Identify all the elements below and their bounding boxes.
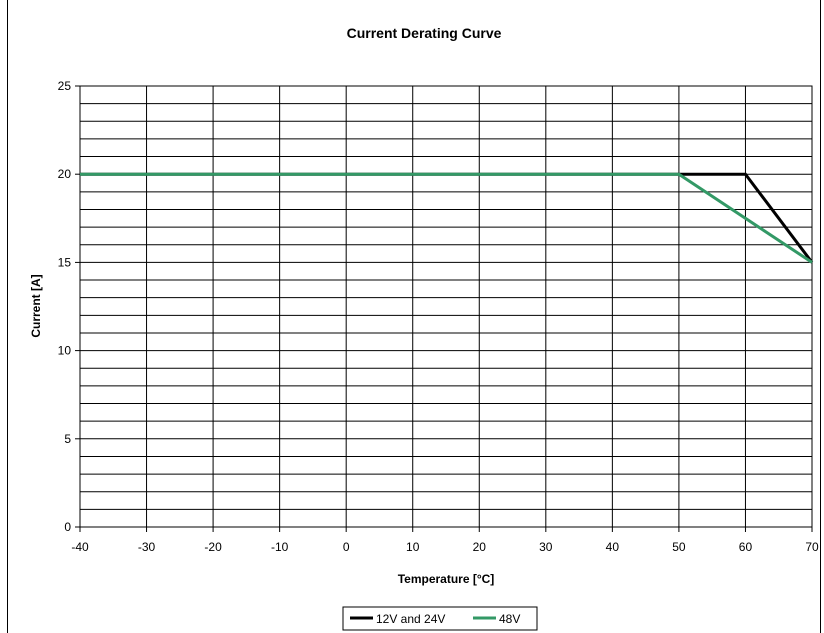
grid: [80, 86, 812, 527]
y-axis-label: Current [A]: [29, 274, 43, 337]
y-tick-label: 5: [64, 432, 71, 446]
legend-box: [342, 606, 538, 631]
y-tick-label: 20: [58, 167, 72, 181]
x-tick-label: 60: [739, 540, 753, 554]
x-tick-label: 50: [672, 540, 686, 554]
x-tick-label: 40: [606, 540, 620, 554]
y-tick-label: 25: [58, 79, 72, 93]
x-tick-label: -20: [204, 540, 222, 554]
x-tick-label: -10: [271, 540, 289, 554]
x-tick-label: 20: [473, 540, 487, 554]
y-tick-label: 10: [58, 344, 72, 358]
legend-label-48v: 48V: [499, 612, 520, 626]
y-tick-label: 15: [58, 255, 72, 269]
chart-title: Current Derating Curve: [347, 25, 502, 41]
chart-frame: [7, 0, 821, 633]
tick-labels: 0 5 10 15 20 25 -40 -30 -20 -10 0 10 20 30 40 50 60 70: [58, 79, 819, 554]
x-axis-label: Temperature [°C]: [398, 572, 495, 586]
legend-label-12v-24v: 12V and 24V: [376, 612, 445, 626]
series-line-1: [80, 172, 813, 264]
x-tick-label: -30: [138, 540, 156, 554]
x-tick-label: 30: [539, 540, 553, 554]
legend: 12V and 24V 48V: [342, 606, 538, 631]
x-tick-label: 0: [343, 540, 350, 554]
x-tick-label: -40: [71, 540, 89, 554]
x-tick-label: 70: [805, 540, 819, 554]
y-tick-label: 0: [64, 520, 71, 534]
plot-area: [79, 85, 813, 528]
series-lines: [80, 172, 814, 264]
x-tick-label: 10: [406, 540, 420, 554]
